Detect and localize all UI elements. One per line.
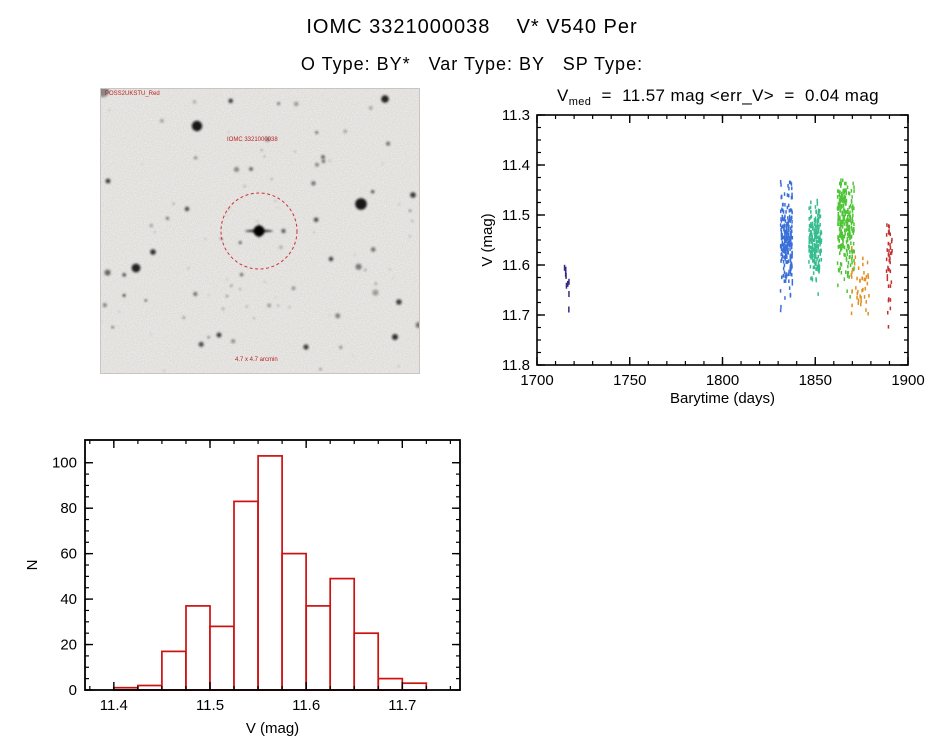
lightcurve-title-rest: = 11.57 mag <err_V> = 0.04 mag	[591, 86, 880, 105]
histogram-plot: 11.4 11.5 11.6 11.7 0 20 40 60 80 100 V (mag) N	[15, 430, 480, 747]
svg-text:11.7: 11.7	[502, 307, 530, 324]
svg-text:V (mag): V (mag)	[479, 213, 496, 266]
svg-text:11.3: 11.3	[502, 110, 530, 124]
finding-chart-label-bottom: 4.7 x 4.7 arcmin	[235, 357, 278, 363]
lightcurve-canvas: 1700 1750 1800 1850 1900 11.3 11.4 11.5 11.6 11.7…	[479, 110, 925, 407]
svg-text:11.8: 11.8	[502, 357, 530, 374]
svg-text:1700: 1700	[520, 372, 553, 389]
svg-text:11.5: 11.5	[502, 207, 530, 224]
svg-text:V (mag): V (mag)	[246, 720, 299, 737]
svg-text:60: 60	[60, 546, 77, 563]
lightcurve-title: Vmed = 11.57 mag <err_V> = 0.04 mag	[518, 86, 918, 108]
svg-text:1900: 1900	[891, 372, 924, 389]
svg-text:100: 100	[52, 455, 77, 472]
page-subtitle: O Type: BY* Var Type: BY SP Type:	[300, 54, 644, 74]
finding-chart-label-topleft: POSS2UKSTU_Red	[105, 91, 160, 97]
svg-text:1750: 1750	[613, 372, 646, 389]
finding-chart-image: POSS2UKSTU_Red IOMC 3321000038 4.7 x 4.7…	[100, 88, 420, 374]
lightcurve-plot: Vmed = 11.57 mag <err_V> = 0.04 mag 1700…	[478, 86, 940, 416]
page-title: IOMC 3321000038 V* V540 Per	[306, 16, 638, 38]
svg-text:11.7: 11.7	[388, 697, 416, 714]
svg-text:1800: 1800	[706, 372, 739, 389]
svg-text:11.4: 11.4	[502, 157, 530, 174]
svg-text:11.5: 11.5	[196, 697, 224, 714]
svg-text:80: 80	[60, 500, 77, 517]
finding-chart-label-center: IOMC 3321000038	[227, 137, 278, 143]
svg-text:0: 0	[69, 682, 77, 699]
svg-text:20: 20	[60, 637, 77, 654]
svg-text:Barytime (days): Barytime (days)	[670, 390, 775, 407]
starfield-canvas	[101, 89, 419, 373]
histogram-canvas: 11.4 11.5 11.6 11.7 0 20 40 60 80 100 V (mag) N	[24, 439, 461, 737]
svg-text:N: N	[24, 560, 41, 571]
svg-text:11.6: 11.6	[292, 697, 320, 714]
svg-text:11.4: 11.4	[100, 697, 128, 714]
svg-text:1850: 1850	[799, 372, 832, 389]
lightcurve-title-sub: med	[568, 96, 592, 108]
svg-text:40: 40	[60, 591, 77, 608]
svg-text:11.6: 11.6	[502, 257, 530, 274]
lightcurve-title-var: V	[556, 86, 569, 105]
